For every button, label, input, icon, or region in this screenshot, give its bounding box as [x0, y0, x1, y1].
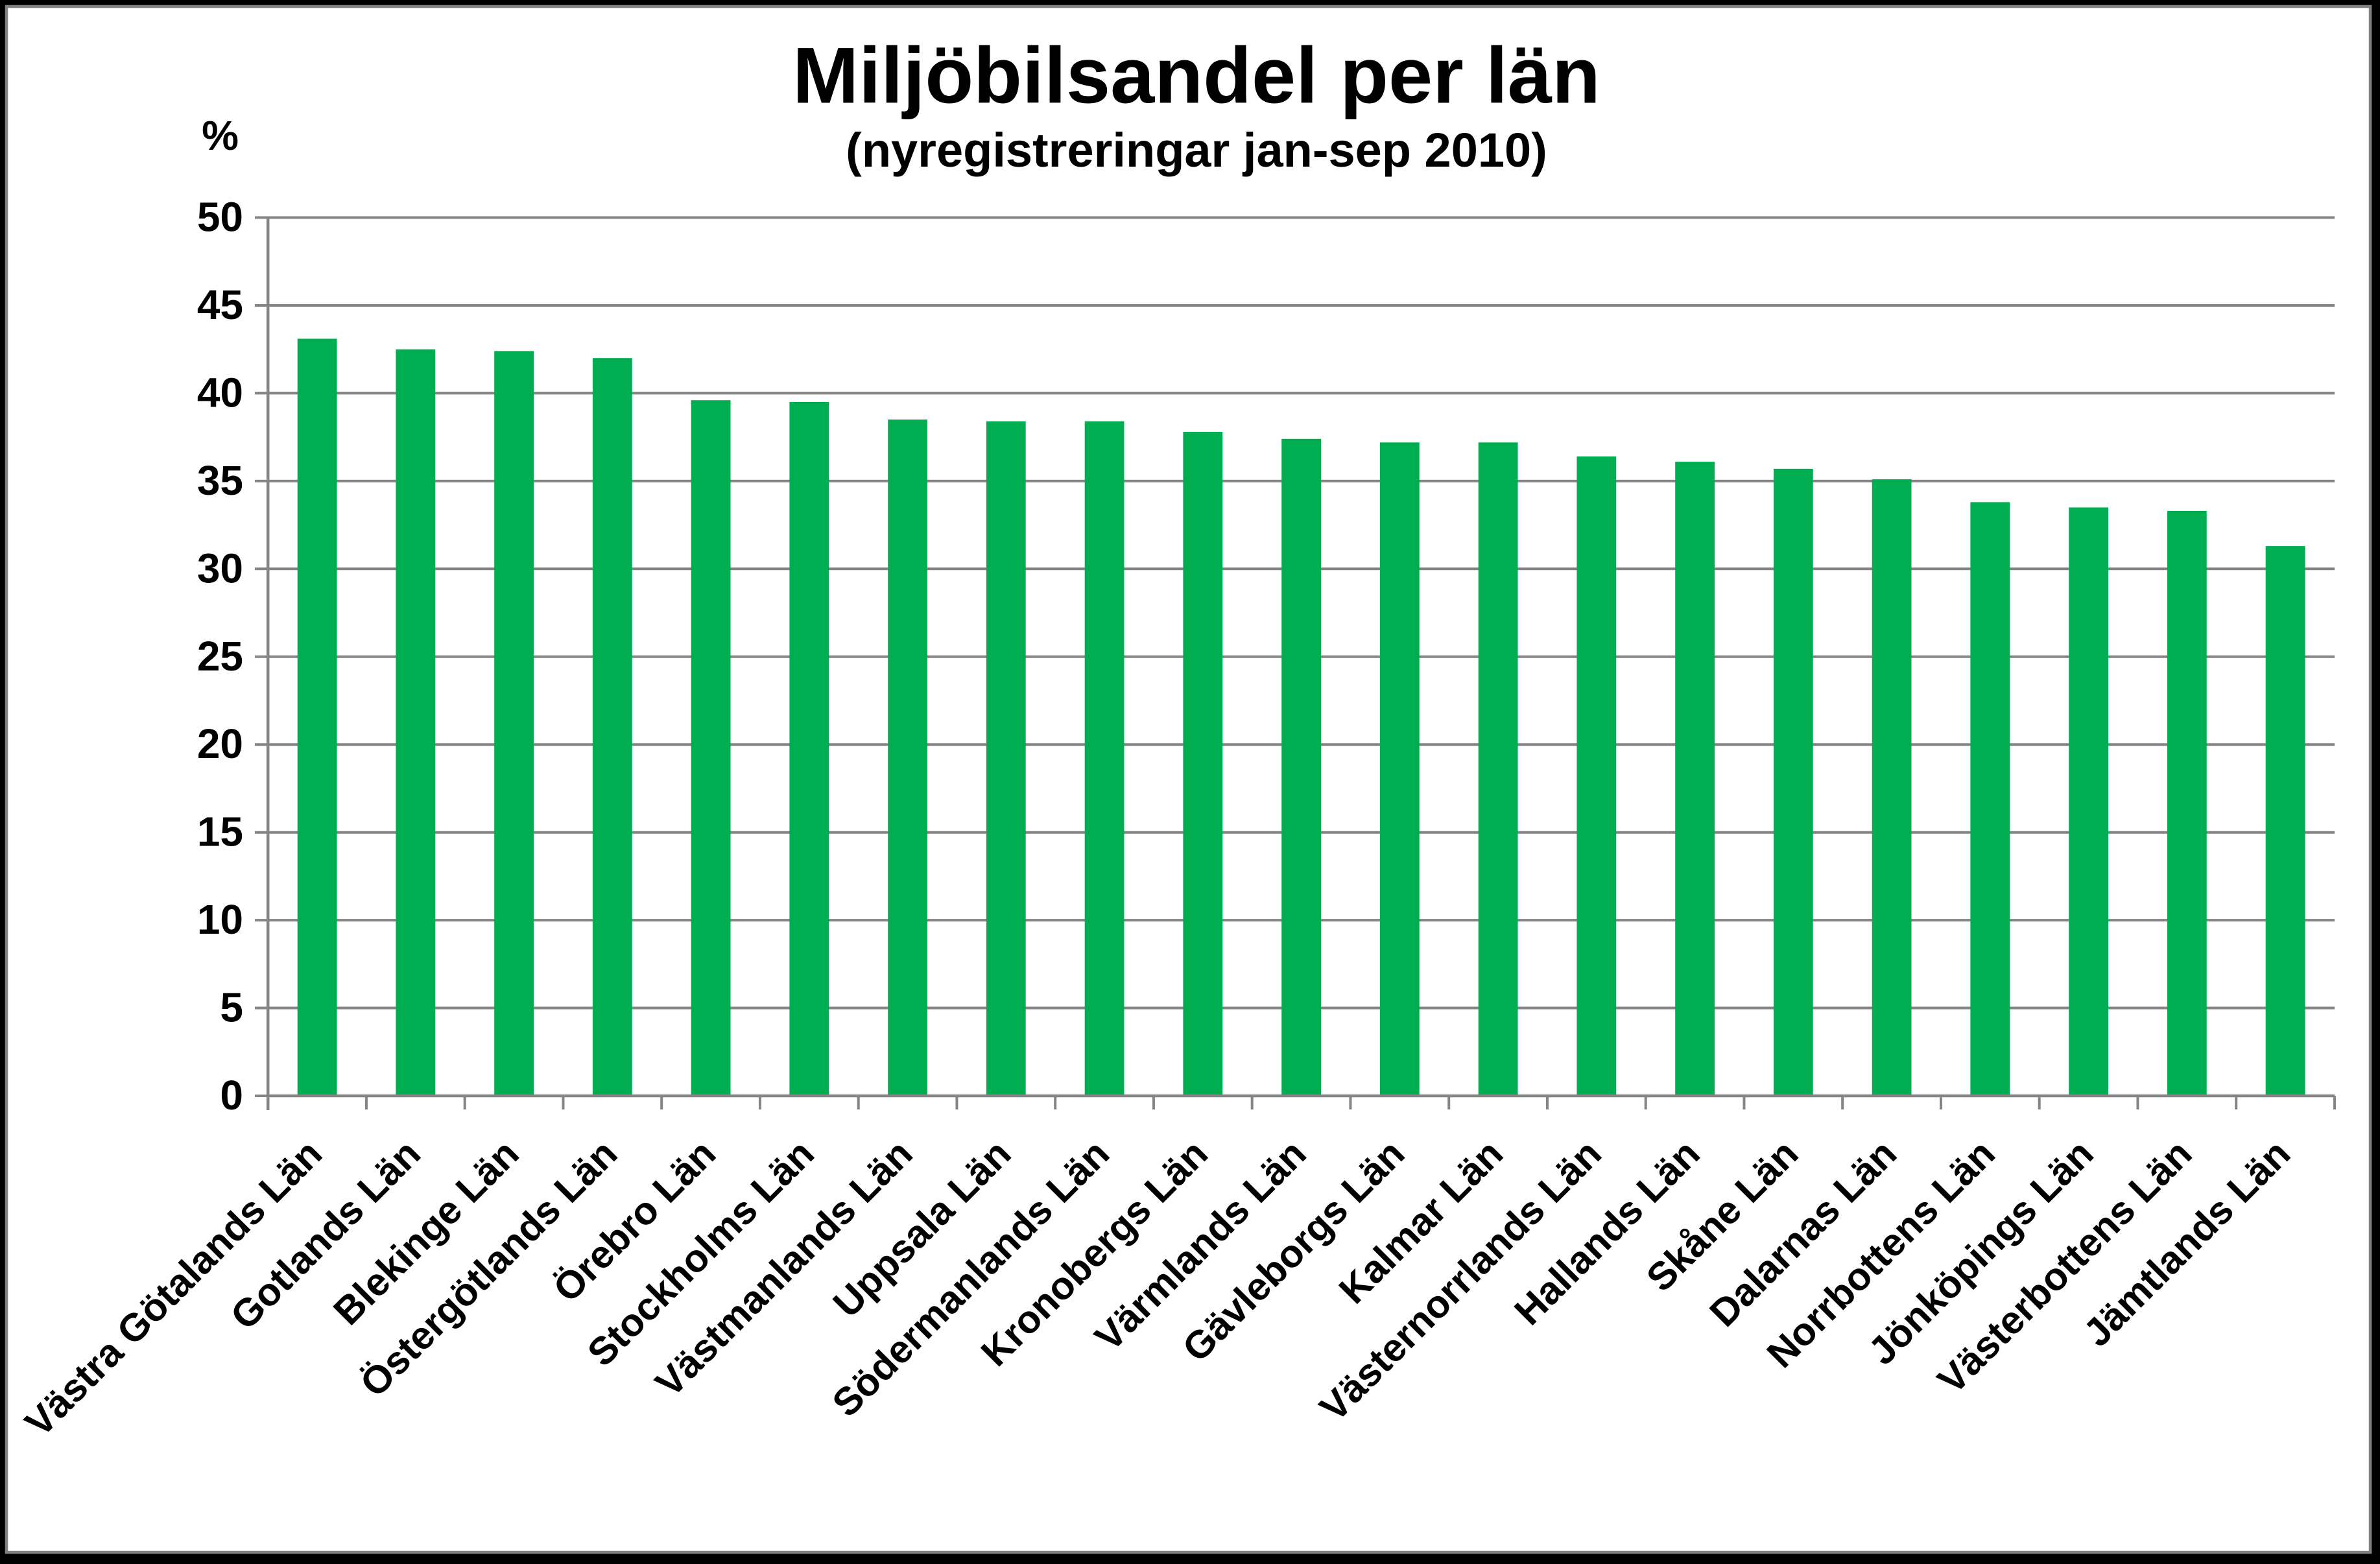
svg-text:(nyregistreringar jan-sep 2010: (nyregistreringar jan-sep 2010)	[846, 123, 1547, 177]
svg-text:5: 5	[220, 984, 243, 1031]
svg-text:45: 45	[197, 281, 243, 328]
svg-text:%: %	[202, 112, 239, 159]
svg-text:40: 40	[197, 369, 243, 416]
svg-text:30: 30	[197, 545, 243, 591]
svg-text:15: 15	[197, 809, 243, 855]
svg-text:0: 0	[220, 1072, 243, 1119]
svg-text:20: 20	[197, 720, 243, 767]
svg-text:Miljöbilsandel per län: Miljöbilsandel per län	[792, 31, 1601, 120]
svg-text:10: 10	[197, 896, 243, 943]
svg-text:25: 25	[197, 633, 243, 680]
svg-text:35: 35	[197, 457, 243, 504]
svg-text:50: 50	[197, 194, 243, 241]
